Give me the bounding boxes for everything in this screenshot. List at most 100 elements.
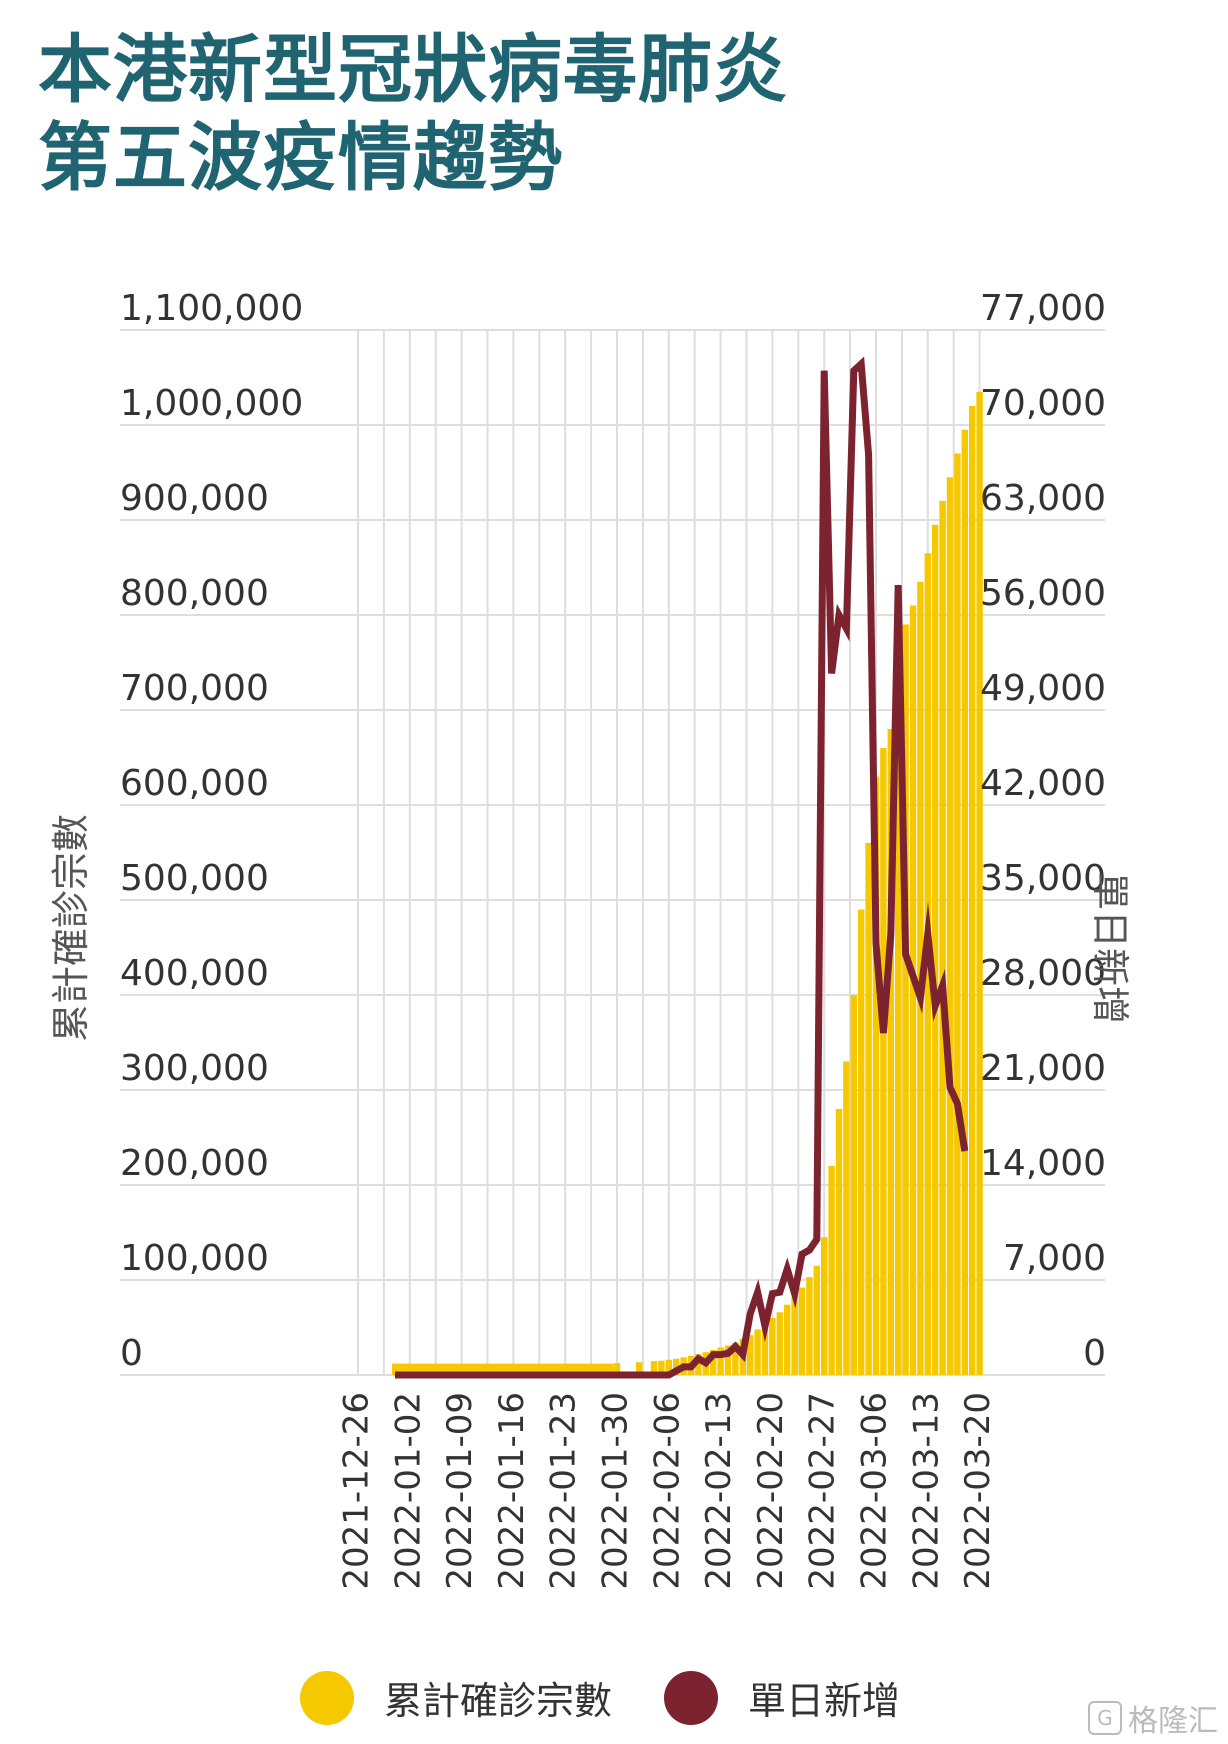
cumulative-bar [613, 1363, 621, 1375]
daily-point [845, 628, 847, 630]
x-tick-label: 2022-01-02 [388, 1392, 428, 1590]
cumulative-bar [976, 391, 983, 1375]
cumulative-bar [695, 1354, 702, 1375]
x-tick-label: 2022-03-06 [855, 1392, 895, 1590]
y-right-tick-label: 14,000 [980, 1143, 1106, 1184]
daily-point [816, 1238, 818, 1240]
gelonghui-logo-icon: G [1088, 1701, 1122, 1735]
daily-point [705, 1362, 707, 1364]
daily-point [868, 454, 870, 456]
cumulative-bar [784, 1304, 791, 1375]
y-left-tick-label: 1,000,000 [120, 383, 303, 424]
daily-point [742, 1354, 744, 1356]
cumulative-bar [961, 429, 968, 1375]
left-axis-tick-labels: 0 100,000 200,000 300,000 400,000 500,000 600,… [120, 288, 303, 1374]
y-right-tick-label: 7,000 [1003, 1238, 1106, 1279]
cumulative-bar [843, 1061, 850, 1375]
daily-point [712, 1354, 714, 1356]
daily-point [964, 1150, 966, 1152]
cumulative-bar-run [392, 1363, 614, 1375]
daily-point [853, 370, 855, 372]
cumulative-bar [732, 1342, 739, 1375]
legend-item-cumulative: 累計確診宗數 [300, 1670, 612, 1725]
cumulative-bar [909, 605, 917, 1375]
y-right-tick-label: 28,000 [980, 953, 1106, 994]
cumulative-bar [636, 1362, 643, 1375]
watermark: G 格隆汇 [1088, 1696, 1218, 1740]
daily-point [897, 584, 899, 586]
cumulative-bar [872, 776, 880, 1375]
daily-point [394, 1374, 396, 1376]
legend-item-daily: 單日新增 [664, 1670, 900, 1725]
cumulative-bar [798, 1287, 806, 1375]
cumulative-bar [865, 843, 872, 1375]
watermark-text: 格隆汇 [1128, 1704, 1218, 1739]
cumulative-bar [724, 1345, 732, 1375]
y-right-tick-label: 42,000 [980, 763, 1106, 804]
y-axis-left-label: 累計確診宗數 [49, 814, 93, 1043]
cumulative-bar [850, 995, 857, 1375]
daily-point [749, 1313, 751, 1315]
daily-point [875, 942, 877, 944]
cumulative-bar [658, 1360, 665, 1375]
y-left-tick-label: 200,000 [120, 1143, 269, 1184]
x-tick-label: 2022-01-23 [544, 1392, 584, 1590]
daily-point [771, 1293, 773, 1295]
cumulative-bar [939, 501, 946, 1375]
y-right-tick-label: 63,000 [980, 478, 1106, 519]
y-left-tick-label: 800,000 [120, 573, 269, 614]
daily-line-layer [394, 356, 969, 1379]
legend-swatch-cumulative [300, 1670, 354, 1725]
x-tick-label: 2022-01-16 [492, 1392, 532, 1590]
y-left-tick-label: 700,000 [120, 668, 269, 709]
legend: 累計確診宗數 單日新增 [300, 1670, 952, 1725]
y-left-tick-label: 900,000 [120, 478, 269, 519]
daily-point [823, 370, 825, 372]
y-right-tick-label: 0 [1083, 1333, 1106, 1374]
x-tick-label: 2022-02-20 [751, 1392, 791, 1590]
cumulative-bar [754, 1329, 761, 1375]
daily-point [956, 1103, 958, 1105]
x-tick-label: 2022-01-09 [440, 1392, 480, 1590]
chart-title: 本港新型冠狀病毒肺炎 第五波疫情趨勢 [38, 26, 788, 202]
x-tick-label: 2022-02-27 [803, 1392, 843, 1590]
cumulative-bar [932, 524, 939, 1375]
daily-point [668, 1374, 670, 1376]
cumulative-bar [791, 1297, 798, 1375]
y-left-tick-label: 1,100,000 [120, 288, 303, 329]
x-tick-label: 2022-03-20 [958, 1392, 998, 1590]
daily-point [942, 985, 944, 986]
daily-point [890, 933, 892, 935]
cumulative-bar [969, 406, 976, 1375]
daily-point [690, 1366, 692, 1368]
y-left-tick-label: 500,000 [120, 858, 269, 899]
daily-point [882, 1032, 884, 1034]
cumulative-bar [710, 1349, 717, 1375]
cumulative-bar [665, 1359, 672, 1375]
daily-point [905, 953, 907, 955]
daily-point [779, 1291, 781, 1293]
daily-point [734, 1346, 736, 1347]
daily-point [801, 1253, 803, 1255]
daily-point [831, 672, 833, 674]
cumulative-bar [828, 1166, 835, 1375]
x-tick-label: 2022-02-06 [647, 1392, 687, 1590]
daily-point [919, 997, 921, 999]
daily-point [794, 1293, 796, 1295]
y-left-tick-label: 600,000 [120, 763, 269, 804]
cumulative-bar [806, 1277, 813, 1375]
y-axis-right-label: 單日新增 [1088, 871, 1132, 1024]
daily-point [786, 1268, 788, 1270]
cumulative-bar [650, 1361, 658, 1375]
cumulative-bar [821, 1237, 828, 1375]
y-right-tick-label: 21,000 [980, 1048, 1106, 1089]
x-tick-label: 2022-01-30 [596, 1392, 636, 1590]
daily-point [912, 975, 914, 977]
daily-point [949, 1086, 951, 1088]
cumulative-bar [813, 1265, 820, 1375]
daily-point [757, 1291, 759, 1293]
cumulative-bar [835, 1109, 843, 1375]
legend-label-daily: 單日新增 [748, 1679, 901, 1723]
daily-point [720, 1354, 722, 1356]
